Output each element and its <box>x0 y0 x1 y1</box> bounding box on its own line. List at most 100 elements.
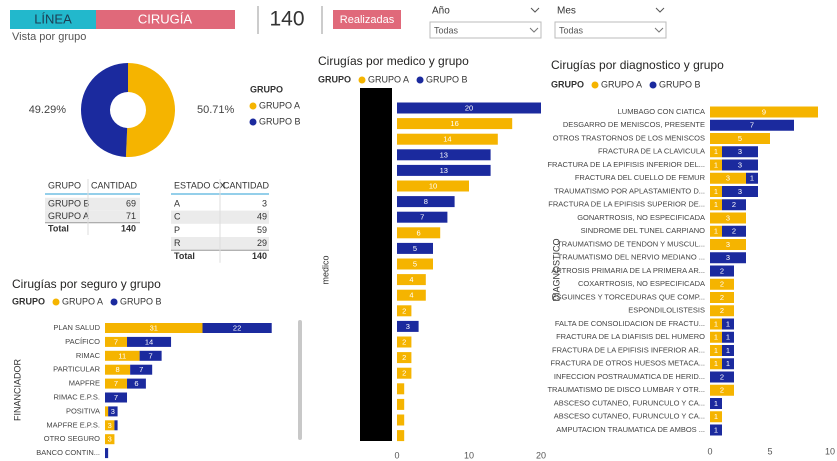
bar-segment <box>105 336 128 347</box>
bar-segment <box>710 424 722 436</box>
data-label: 1 <box>726 346 730 355</box>
bar-segment <box>710 199 722 211</box>
table-cell: 29 <box>257 238 267 248</box>
data-label: 3 <box>726 253 730 262</box>
chart-title: Cirugías por medico y grupo <box>318 54 469 68</box>
slicer-chevron[interactable] <box>655 7 665 13</box>
data-label: 1 <box>714 319 718 328</box>
realizadas-button-bg[interactable] <box>333 10 401 29</box>
bar-segment <box>397 367 412 379</box>
y-axis-title: FINANCIADOR <box>12 359 22 422</box>
y-tick-label: SINDROME DEL TUNEL CARPIANO <box>581 226 705 235</box>
data-label: 9 <box>762 107 766 116</box>
bar-segment <box>710 212 746 224</box>
y-tick-label: TRAUMATISMO DEL NERVIO MEDIANO ... <box>558 253 705 262</box>
slicer-box[interactable] <box>554 21 667 39</box>
legend-swatch <box>649 81 657 89</box>
linea-button[interactable]: LÍNEA <box>34 11 72 26</box>
x-tick-label: 10 <box>825 446 835 456</box>
data-label: 1 <box>726 359 730 368</box>
table-total: 140 <box>121 223 136 233</box>
bar-segment <box>397 118 513 130</box>
bar-segment <box>722 318 734 330</box>
table-cell: C <box>174 212 181 222</box>
bar-segment <box>139 350 162 361</box>
bar-segment <box>710 358 722 370</box>
data-label: 3 <box>726 240 730 249</box>
bar-segment <box>105 364 131 375</box>
legend-label: GRUPO A <box>62 296 103 306</box>
bar-segment <box>397 258 433 270</box>
y-tick-label: ESGUINCES Y TORCEDURAS QUE COMP... <box>551 292 705 301</box>
bar-segment <box>105 448 109 459</box>
y-tick-label: FRACTURA DE LA EPIFISIS INFERIOR AR... <box>552 345 705 354</box>
y-tick-label: AMPUTACION TRAUMATICA DE AMBOS ... <box>556 425 705 434</box>
data-label: 3 <box>108 435 112 444</box>
data-label: 3 <box>726 213 730 222</box>
data-label: 1 <box>714 399 718 408</box>
dropdown-chevron[interactable] <box>654 27 664 33</box>
bar-segment <box>710 305 734 317</box>
data-label: 7 <box>750 121 754 130</box>
bar-segment <box>397 180 469 192</box>
bar-segment <box>127 336 172 347</box>
y-axis-title: DIAGNOSTICO <box>551 238 561 301</box>
bar-segment <box>105 420 115 431</box>
legend-title: GRUPO <box>12 296 45 306</box>
bar-segment <box>710 225 722 237</box>
realizadas-button[interactable]: Realizadas <box>340 14 395 26</box>
slicer-value[interactable]: Todas <box>559 25 584 35</box>
y-tick-label: POSITIVA <box>66 406 100 415</box>
y-tick-label: OTRO SEGURO <box>44 434 100 443</box>
bar-segment <box>710 371 734 383</box>
slicer-box[interactable] <box>429 21 542 39</box>
slicer-label: Año <box>432 6 450 17</box>
bar-segment <box>710 398 722 409</box>
y-tick-label: PLAN SALUD <box>53 323 100 332</box>
cirugia-button[interactable]: CIRUGÍA <box>138 11 193 26</box>
data-label: 14 <box>145 337 153 346</box>
data-label: 1 <box>714 346 718 355</box>
card-value: 140 <box>269 8 304 31</box>
bar-segment <box>397 336 412 348</box>
table-header: CANTIDAD <box>91 180 138 190</box>
slicer-chevron[interactable] <box>530 7 540 13</box>
y-tick-label: ARTROSIS PRIMARIA DE LA PRIMERA AR... <box>551 266 705 275</box>
bar-segment <box>722 345 734 356</box>
legend-swatch <box>249 118 257 126</box>
slicer-value[interactable]: Todas <box>434 25 459 35</box>
bar-segment <box>397 149 491 161</box>
table-row-bg <box>45 197 140 211</box>
data-label: 2 <box>402 337 406 346</box>
data-label: 4 <box>409 291 413 300</box>
bar-segment <box>710 292 734 303</box>
bar-segment <box>105 378 128 389</box>
data-label: 7 <box>114 379 118 388</box>
data-label: 5 <box>413 244 417 253</box>
scrollbar[interactable] <box>298 320 302 440</box>
table-cell: 3 <box>262 198 267 208</box>
bar-segment <box>397 274 426 286</box>
data-label: 7 <box>420 213 424 222</box>
data-label: 2 <box>720 293 724 302</box>
bar-segment <box>397 164 491 176</box>
linea-button-bg[interactable] <box>10 10 96 29</box>
dropdown-chevron[interactable] <box>529 27 539 33</box>
data-label: 3 <box>406 322 410 331</box>
data-label: 5 <box>738 134 742 143</box>
chart-title: Cirugías por diagnostico y grupo <box>551 58 724 72</box>
data-label: 1 <box>714 425 718 434</box>
y-tick-label: PACÍFICO <box>65 337 100 346</box>
y-tick-label: TRAUMATISMO POR APLASTAMIENTO D... <box>554 186 705 195</box>
bar-segment <box>710 252 746 264</box>
legend-label: GRUPO B <box>426 74 468 84</box>
legend-label: GRUPO B <box>259 116 301 126</box>
y-tick-label: FRACTURA DE OTROS HUESOS METACA... <box>551 359 705 368</box>
table-cell: 59 <box>257 225 267 235</box>
bar-segment <box>130 364 153 375</box>
x-tick-label: 20 <box>536 450 546 460</box>
data-label: 16 <box>450 119 458 128</box>
cirugia-button-bg[interactable] <box>96 10 235 29</box>
data-label: 31 <box>150 323 158 332</box>
